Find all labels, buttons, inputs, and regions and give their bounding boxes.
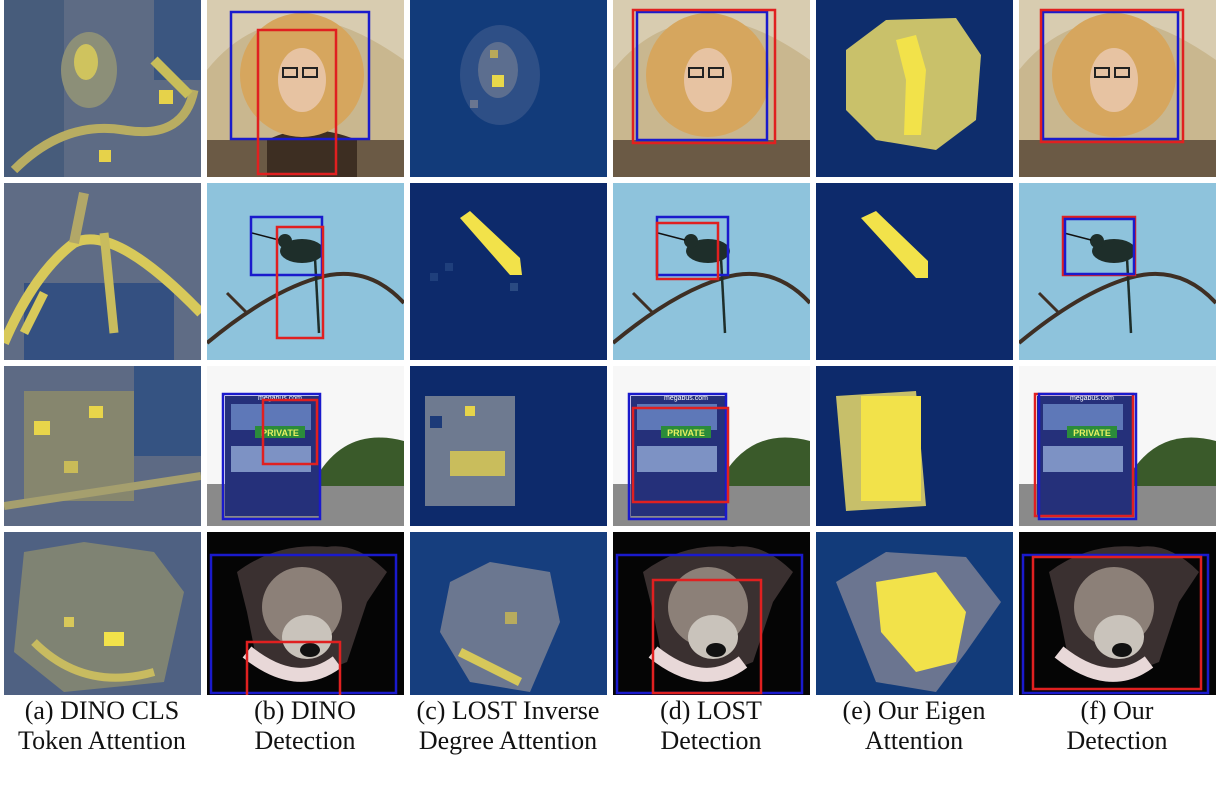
row4-our-detection <box>1019 532 1216 695</box>
row3-d-bus-url: megabus.com <box>664 395 708 402</box>
row2-lost-detection <box>613 183 810 360</box>
row3-dino-detection: PRIVATE megabus.com <box>207 366 404 526</box>
row3-our-detection: PRIVATE megabus.com <box>1019 366 1216 526</box>
row3-d-bus-sign: PRIVATE <box>667 428 705 438</box>
caption-a-line2: Token Attention <box>18 726 186 755</box>
caption-d-line1: (d) LOST <box>660 696 762 725</box>
row2-our-eigen-attention <box>816 183 1013 360</box>
caption-b: (b) DINO Detection <box>203 696 407 756</box>
row3-our-eigen-attention <box>816 366 1013 526</box>
caption-a-line1: (a) DINO CLS <box>24 696 180 725</box>
caption-c-line2: Degree Attention <box>418 726 598 755</box>
row2-dino-detection <box>207 183 404 360</box>
row2-our-detection <box>1019 183 1216 360</box>
caption-a: (a) DINO CLS Token Attention <box>0 696 204 756</box>
row4-dino-cls-attention <box>4 532 201 695</box>
row1-lost-inverse-degree-attention <box>410 0 607 177</box>
row4-dino-detection <box>207 532 404 695</box>
caption-e-line2: Attention <box>864 726 964 755</box>
row2-lost-inverse-degree-attention <box>410 183 607 360</box>
caption-f: (f) Our Detection <box>1015 696 1219 756</box>
row1-lost-detection <box>613 0 810 177</box>
row3-dino-cls-attention <box>4 366 201 526</box>
row1-dino-detection <box>207 0 404 177</box>
row2-dino-cls-attention <box>4 183 201 360</box>
row3-f-bus-url: megabus.com <box>1070 395 1114 402</box>
row4-lost-inverse-degree-attention <box>410 532 607 695</box>
row3-b-bus-sign: PRIVATE <box>261 428 299 438</box>
row3-f-bus-sign: PRIVATE <box>1073 428 1111 438</box>
caption-b-line2: Detection <box>254 726 356 755</box>
caption-b-line1: (b) DINO <box>254 696 356 725</box>
row1-dino-cls-attention <box>4 0 201 177</box>
row1-our-eigen-attention <box>816 0 1013 177</box>
row1-our-detection <box>1019 0 1216 177</box>
row3-b-bus-url: megabus.com <box>258 395 302 402</box>
caption-e: (e) Our Eigen Attention <box>812 696 1016 756</box>
row3-lost-inverse-degree-attention <box>410 366 607 526</box>
caption-c: (c) LOST Inverse Degree Attention <box>406 696 610 756</box>
caption-f-line1: (f) Our <box>1080 696 1154 725</box>
caption-e-line1: (e) Our Eigen <box>842 696 986 725</box>
row4-lost-detection <box>613 532 810 695</box>
caption-d: (d) LOST Detection <box>609 696 813 756</box>
row4-our-eigen-attention <box>816 532 1013 695</box>
caption-f-line2: Detection <box>1066 726 1168 755</box>
caption-d-line2: Detection <box>660 726 762 755</box>
row3-lost-detection: PRIVATE megabus.com <box>613 366 810 526</box>
caption-c-line1: (c) LOST Inverse <box>416 696 600 725</box>
